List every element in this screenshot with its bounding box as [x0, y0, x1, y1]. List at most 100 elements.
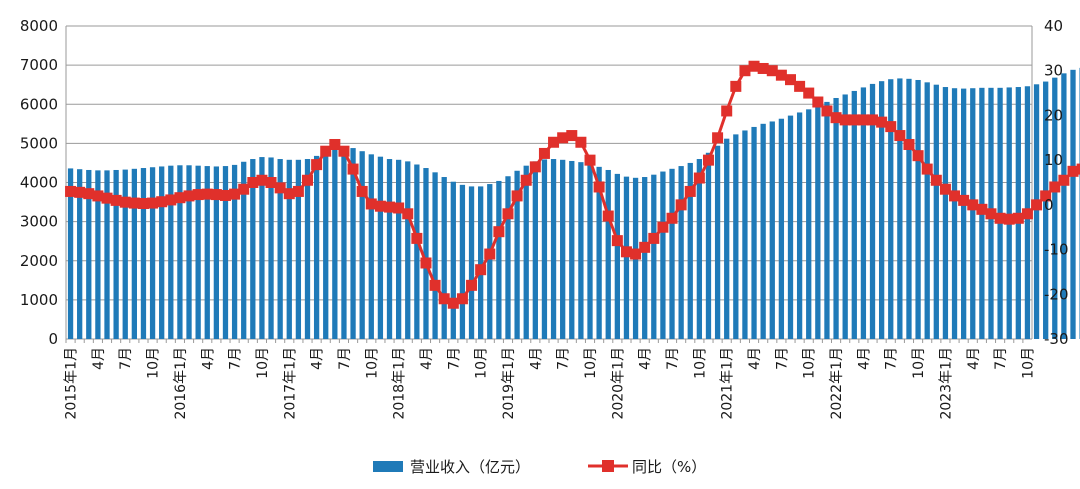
bar	[1070, 69, 1076, 339]
legend-swatch-marker	[602, 460, 614, 472]
x-tick-label: 7月	[774, 347, 790, 370]
y2-tick-label: -20	[1044, 285, 1069, 303]
line-marker	[894, 130, 906, 142]
line-marker	[365, 198, 377, 210]
grid-lines	[65, 25, 1033, 340]
line-marker	[466, 279, 478, 291]
bar	[869, 83, 876, 339]
bar	[468, 186, 475, 339]
line-marker	[803, 87, 815, 99]
line-marker	[620, 246, 632, 258]
bar	[1052, 77, 1058, 340]
x-tick-label: 2018年1月	[392, 347, 408, 420]
line-marker	[265, 177, 277, 188]
line-marker	[1003, 213, 1015, 225]
line-marker	[1049, 181, 1061, 193]
bar	[441, 177, 447, 339]
bar	[159, 166, 165, 339]
line-marker	[557, 132, 569, 144]
y2-tick-label: 0	[1044, 196, 1054, 214]
bar	[95, 170, 101, 339]
line-marker	[1040, 190, 1052, 202]
bar	[560, 159, 566, 339]
line-marker	[484, 248, 496, 260]
line-marker	[1012, 212, 1024, 224]
line-marker	[785, 74, 796, 86]
bar	[140, 168, 147, 339]
x-tick-label: 7月	[118, 347, 134, 370]
x-tick-label: 10月	[474, 347, 490, 379]
bar	[769, 121, 775, 339]
x-tick-label: 7月	[884, 347, 900, 370]
line-marker	[329, 138, 341, 150]
legend: 营业收入（亿元） 同比（%）	[373, 458, 706, 476]
x-tick-label: 10月	[364, 347, 380, 379]
line-marker	[92, 190, 104, 202]
legend-label-bars: 营业收入（亿元）	[410, 458, 530, 476]
bar	[341, 146, 347, 339]
bar	[213, 166, 220, 339]
bar	[942, 87, 949, 339]
bar	[204, 166, 210, 339]
line-marker	[411, 232, 423, 244]
x-tick-label: 7月	[228, 347, 244, 370]
bar-series	[67, 67, 1080, 340]
line-marker	[274, 182, 286, 194]
bar	[414, 164, 420, 339]
bar	[478, 186, 484, 339]
line-marker	[219, 189, 231, 201]
x-axis: 2015年1月 4月 7月 10月 2016年1月 4月 7月 10月 2017年1月 4月 7月 1…	[64, 339, 1036, 420]
bar	[241, 161, 247, 339]
y2-tick-label: 40	[1044, 17, 1063, 35]
bar	[897, 78, 903, 340]
line-marker	[374, 200, 386, 212]
bar	[787, 115, 794, 339]
line-marker	[447, 297, 459, 309]
y-tick-label: 4000	[20, 174, 58, 192]
line-marker	[748, 60, 760, 72]
y-tick-label: 3000	[20, 213, 58, 231]
bar	[751, 126, 757, 339]
bar	[587, 164, 593, 339]
line-marker	[584, 154, 596, 166]
line-marker	[821, 105, 833, 117]
line-marker	[256, 174, 268, 186]
line-marker	[994, 212, 1006, 224]
x-tick-label: 10月	[583, 347, 599, 379]
line-marker	[575, 136, 587, 148]
bar	[860, 87, 867, 340]
bar	[596, 166, 602, 339]
bar	[286, 159, 292, 339]
bar	[1006, 87, 1012, 340]
bar	[806, 109, 812, 340]
x-tick-label: 10月	[692, 347, 708, 379]
x-tick-label: 4月	[747, 347, 763, 370]
y2-tick-label: 30	[1044, 62, 1063, 80]
bar	[696, 159, 703, 339]
y-tick-label: 6000	[20, 95, 58, 113]
bar	[67, 168, 74, 339]
line-marker	[302, 174, 313, 186]
bar	[496, 180, 502, 339]
bar	[295, 159, 302, 339]
line-marker	[165, 194, 177, 206]
line-marker	[356, 185, 368, 197]
line-marker	[229, 188, 241, 200]
bar	[833, 97, 839, 340]
line-marker	[830, 112, 842, 124]
bar	[651, 174, 657, 339]
line-marker	[283, 188, 295, 200]
line-marker	[475, 264, 487, 276]
line-marker	[238, 183, 250, 195]
x-tick-label: 2019年1月	[501, 347, 517, 420]
bar	[359, 151, 365, 339]
line-marker	[137, 198, 149, 210]
bar	[933, 84, 939, 339]
bar	[851, 90, 857, 339]
bar	[1061, 73, 1067, 339]
line-marker	[812, 96, 824, 108]
line-marker	[702, 154, 714, 166]
bar	[222, 166, 229, 339]
line-marker	[657, 221, 669, 233]
line-marker	[949, 190, 961, 202]
